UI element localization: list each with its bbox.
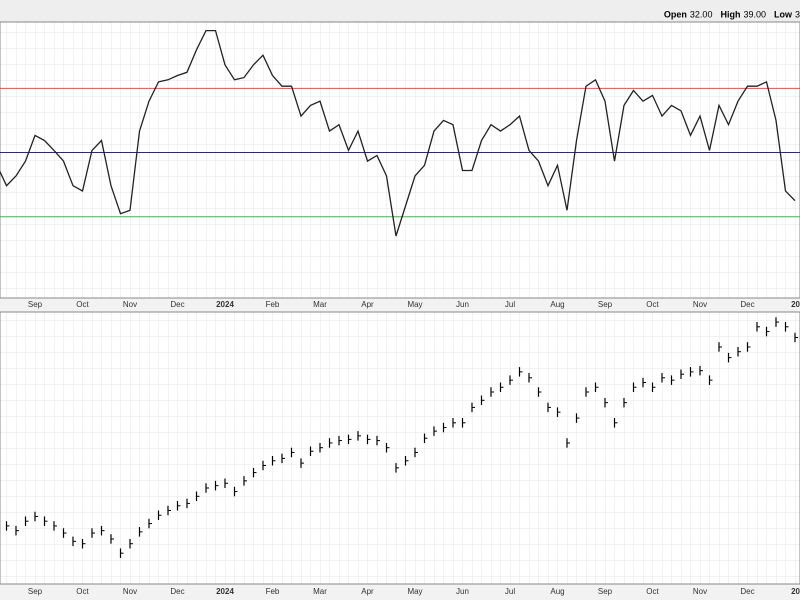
x-tick-label: Sep	[598, 300, 613, 309]
x-tick-label: 20	[791, 300, 800, 309]
x-tick-label: Oct	[646, 300, 659, 309]
x-tick-label: Mar	[313, 300, 327, 309]
x-tick-label: Dec	[740, 300, 754, 309]
x-tick-label: Oct	[76, 300, 89, 309]
x-tick-label: Dec	[740, 587, 754, 596]
x-tick-label: Sep	[598, 587, 613, 596]
x-tick-label: 2024	[216, 300, 234, 309]
header-value: 3	[795, 9, 800, 19]
x-tick-label: May	[407, 300, 422, 309]
x-tick-label: Jul	[505, 587, 515, 596]
header-label: High	[720, 9, 740, 19]
x-tick-label: Aug	[550, 300, 564, 309]
x-tick-label: Nov	[123, 587, 137, 596]
x-tick-label: Dec	[170, 300, 184, 309]
header-label: Open	[664, 9, 687, 19]
x-tick-label: Feb	[266, 587, 280, 596]
x-tick-label: Mar	[313, 587, 327, 596]
x-tick-label: Dec	[170, 587, 184, 596]
bottom-panel-grid	[0, 311, 800, 585]
x-tick-label: Nov	[693, 300, 707, 309]
header-label: Low	[774, 9, 793, 19]
x-tick-label: Jun	[456, 587, 469, 596]
x-tick-label: 20	[791, 587, 800, 596]
x-tick-label: May	[407, 587, 422, 596]
x-tick-label: Oct	[646, 587, 659, 596]
top-panel-grid	[0, 21, 800, 299]
x-tick-label: Feb	[266, 300, 280, 309]
x-tick-label: Aug	[550, 587, 564, 596]
header-bar	[0, 0, 800, 22]
x-tick-label: Apr	[361, 300, 374, 309]
x-tick-label: Nov	[123, 300, 137, 309]
header-value: 32.00	[690, 9, 713, 19]
x-tick-label: Oct	[76, 587, 89, 596]
x-tick-label: Sep	[28, 587, 43, 596]
x-tick-label: Jul	[505, 300, 515, 309]
x-tick-label: Nov	[693, 587, 707, 596]
indicator-line	[0, 29, 796, 237]
x-tick-label: Sep	[28, 300, 43, 309]
header-value: 39.00	[743, 9, 766, 19]
x-tick-label: Jun	[456, 300, 469, 309]
x-tick-label: Apr	[361, 587, 374, 596]
x-tick-label: 2024	[216, 587, 234, 596]
